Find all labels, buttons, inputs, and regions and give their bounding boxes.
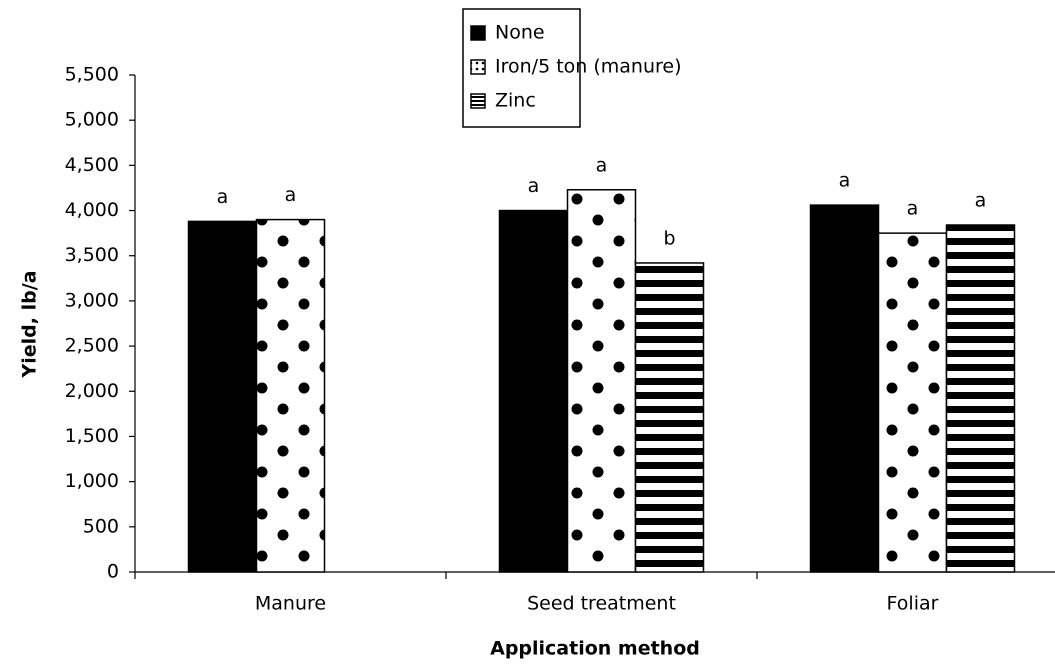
x-tick-label: Manure (255, 593, 326, 615)
x-tick-label: Seed treatment (527, 593, 676, 615)
legend-swatch (470, 93, 486, 109)
legend-swatch (470, 59, 486, 75)
significance-letter: a (596, 154, 608, 176)
y-tick-label: 5,000 (65, 109, 119, 131)
bar (945, 224, 1016, 573)
y-tick-label: 5,500 (65, 64, 119, 86)
y-tick-label: 3,000 (65, 289, 119, 311)
bar (634, 262, 705, 573)
significance-letter: a (528, 175, 540, 197)
y-tick-label: 500 (83, 515, 119, 537)
y-tick-label: 3,500 (65, 244, 119, 266)
bar (187, 220, 258, 573)
significance-letter: b (663, 227, 675, 249)
bar (498, 209, 569, 573)
legend-label: None (495, 22, 545, 44)
y-tick-label: 2,500 (65, 335, 119, 357)
significance-letter: a (907, 198, 919, 220)
y-tick-label: 4,500 (65, 154, 119, 176)
significance-letter: a (285, 184, 297, 206)
x-tick-label: Foliar (887, 593, 939, 615)
significance-letter: a (975, 190, 987, 212)
significance-letter: a (217, 186, 229, 208)
bar (809, 204, 880, 573)
y-tick-label: 0 (107, 561, 119, 583)
legend-label: Zinc (495, 90, 536, 112)
y-tick-label: 1,500 (65, 425, 119, 447)
y-axis-label: Yield, lb/a (19, 271, 41, 379)
bar (566, 189, 637, 573)
legend-label: Iron/5 ton (manure) (495, 56, 682, 78)
x-axis-label: Application method (490, 638, 700, 660)
bar (255, 218, 326, 573)
y-tick-label: 2,000 (65, 380, 119, 402)
y-tick-label: 1,000 (65, 470, 119, 492)
bar (877, 232, 948, 573)
y-tick-label: 4,000 (65, 199, 119, 221)
legend-swatch (470, 25, 486, 41)
significance-letter: a (839, 170, 851, 192)
